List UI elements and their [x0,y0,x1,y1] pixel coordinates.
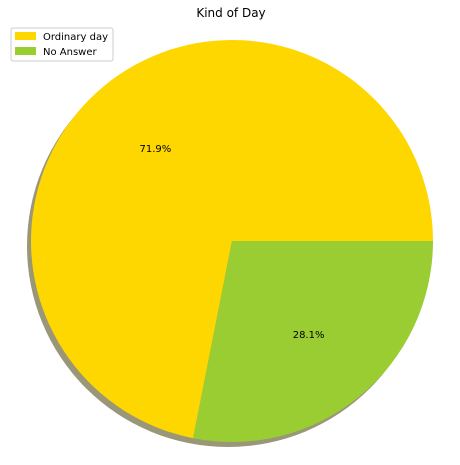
legend-label-no-answer: No Answer [43,47,97,58]
legend-frame [10,27,114,62]
pie-slice-ordinary-day [30,40,433,439]
pie-labels: 71.9% 28.1% [140,144,325,341]
legend-swatch-ordinary-day [15,32,36,40]
chart-title: Kind of Day [196,6,265,20]
legend-swatch-no-answer [15,47,36,55]
pie-slice-no-answer-label: 28.1% [293,330,325,341]
legend-label-ordinary-day: Ordinary day [43,32,108,43]
pie-slice-ordinary-day-label: 71.9% [140,144,172,155]
legend: Ordinary day No Answer [10,27,114,62]
pie-slice-no-answer [193,241,433,443]
pie-slices [30,40,433,443]
